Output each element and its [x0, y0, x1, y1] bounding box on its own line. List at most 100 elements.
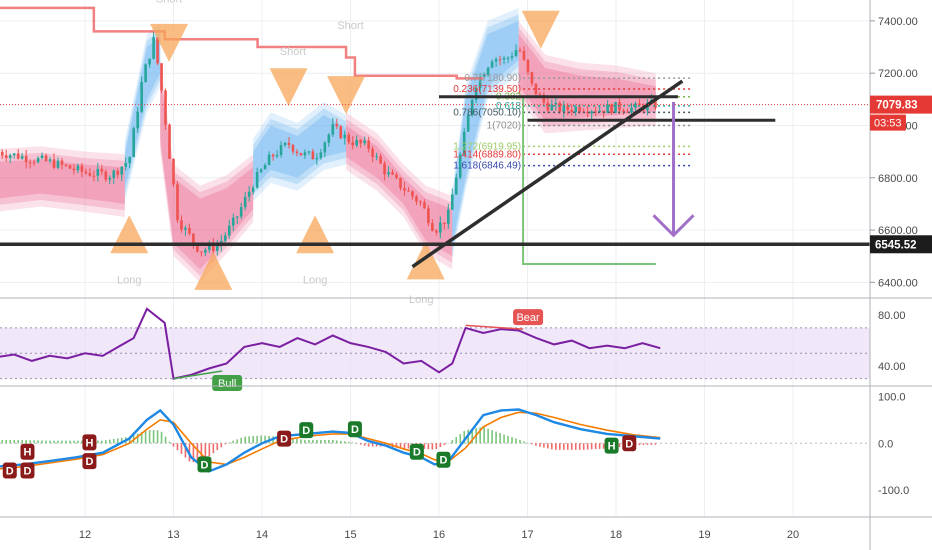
candle-down [594, 111, 597, 113]
candle-down [4, 155, 8, 158]
candle-down [180, 220, 183, 230]
candle-down [212, 243, 215, 251]
macd-badge [197, 456, 212, 473]
candle-up [470, 99, 474, 115]
candle-up [259, 169, 263, 172]
fib-level-label: 1.272(6919.95) [453, 141, 521, 152]
candle-up [486, 67, 490, 75]
candle-up [56, 160, 60, 168]
macd-badge-label: D [85, 456, 93, 468]
candle-up [108, 177, 112, 180]
candle-up [450, 194, 454, 210]
candle-up [482, 74, 486, 77]
last-price-tag [870, 95, 932, 114]
macd-badge [436, 451, 451, 468]
divergence-line [465, 324, 524, 330]
cloud-band-blue [253, 108, 347, 195]
price-tick-label: 6800.00 [878, 173, 918, 185]
candle-up [303, 152, 307, 156]
candle-up [502, 58, 506, 60]
candle-down [339, 126, 343, 139]
signal-label-short: Short [337, 20, 363, 32]
candle-down [371, 148, 374, 157]
cloud-band-blue [452, 14, 519, 253]
target-projection-line [522, 96, 656, 266]
candle-up [136, 111, 139, 129]
candle-down [610, 104, 613, 113]
candle-down [80, 165, 84, 172]
cloud-band-pink [160, 73, 254, 270]
rsi-line [0, 307, 661, 380]
candle-down [395, 174, 398, 178]
candle-up [243, 196, 247, 208]
macd-badge [604, 437, 619, 454]
candle-up [76, 165, 80, 171]
candle-up [327, 134, 331, 143]
candle-down [558, 102, 562, 112]
candle-up [279, 145, 283, 156]
countdown-label: 03:53 [874, 118, 902, 130]
candle-down [403, 188, 406, 191]
candle-up [263, 165, 267, 170]
candle-down [570, 109, 574, 112]
candle-up [239, 207, 243, 217]
price-panel[interactable]: ShortShortShortLongLongLong0.7(7180.90)0… [0, 0, 870, 306]
candle-up [255, 171, 259, 188]
time-tick-label: 19 [698, 529, 710, 541]
candle-up [112, 170, 116, 178]
candle-down [100, 168, 104, 172]
candle-up [307, 151, 311, 153]
macd-badge [20, 443, 35, 460]
signal-label-long: Long [409, 294, 433, 306]
candle-up [227, 225, 231, 236]
candle-down [116, 170, 120, 175]
rsi-panel[interactable]: Bull Bear [0, 307, 870, 392]
candle-down [156, 37, 159, 64]
candle-down [168, 124, 171, 159]
candle-down [88, 173, 92, 176]
candle-down [530, 72, 534, 84]
candle-up [554, 102, 558, 105]
support-price-tag [870, 235, 932, 254]
divergence-badge [513, 309, 544, 326]
candle-down [32, 162, 36, 164]
candle-down [295, 151, 299, 154]
candle-up [267, 154, 271, 166]
candle-up [132, 128, 135, 158]
signal-label-short: Short [156, 0, 182, 6]
candle-up [590, 111, 593, 114]
candle-up [454, 177, 458, 195]
candle-down [287, 142, 291, 145]
candle-down [435, 230, 438, 233]
candle-down [415, 196, 418, 202]
candle-down [622, 110, 625, 112]
candle-down [518, 50, 522, 52]
divergence-badge-label: Bull [218, 378, 236, 390]
candle-down [68, 165, 72, 169]
candle-down [164, 90, 167, 125]
candle-up [231, 217, 235, 226]
candle-down [427, 208, 430, 224]
macd-badge [82, 434, 97, 451]
candle-down [411, 191, 414, 197]
candle-down [586, 111, 589, 114]
candle-up [96, 168, 100, 176]
macd-badge-label: D [413, 447, 421, 459]
candle-up [355, 139, 358, 146]
macd-badge [622, 435, 637, 452]
grid-lines [0, 0, 870, 516]
candle-down [104, 171, 108, 180]
cloud-band-pink [518, 27, 656, 127]
price-tick-label: 7400.00 [878, 16, 918, 28]
candle-up [144, 64, 147, 83]
time-tick-label: 15 [344, 529, 356, 541]
candle-up [8, 155, 12, 158]
candle-up [12, 153, 16, 156]
candle-down [0, 152, 4, 156]
candle-up [562, 105, 566, 112]
rsi-tick-label: 80.00 [878, 310, 906, 322]
candle-up [343, 134, 347, 139]
